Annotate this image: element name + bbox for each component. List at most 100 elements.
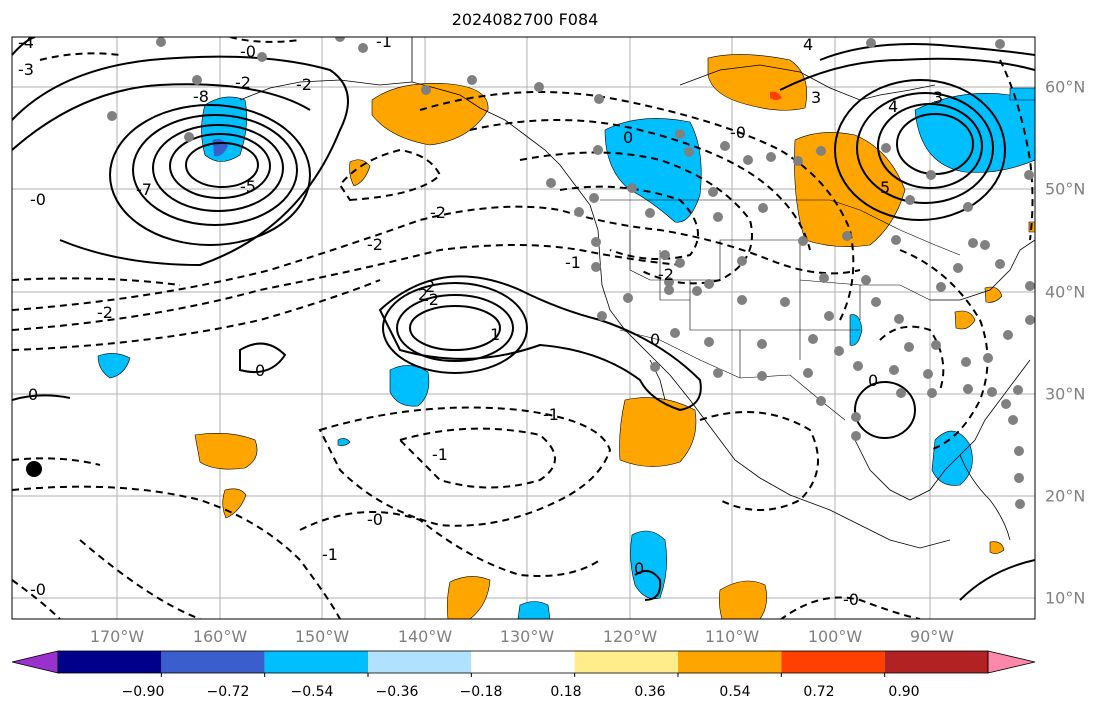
shade-blue-west [97, 353, 131, 379]
svg-text:-2: -2 [423, 290, 439, 309]
colorbar-box [781, 651, 885, 673]
colorbar-box [678, 651, 782, 673]
shade-orange-small-1 [222, 488, 247, 519]
lat-label: 20°N [1045, 486, 1086, 506]
lon-label: 120°W [602, 627, 658, 646]
lon-label: 90°W [909, 627, 955, 646]
lat-label: 30°N [1045, 384, 1086, 404]
shade-orange-nw-canada [707, 54, 807, 111]
dashed-contours [12, 37, 1034, 619]
colorbar-tick-label: 0.90 [888, 684, 920, 700]
shade-blue-gulf [931, 430, 973, 486]
lat-label: 40°N [1045, 282, 1086, 302]
lon-label: 110°W [704, 627, 760, 646]
svg-text:-1: -1 [432, 445, 448, 464]
colorbar-box [368, 651, 472, 673]
svg-text:-1: -1 [543, 405, 559, 424]
colorbar-tick-label: −0.72 [206, 684, 250, 700]
lon-label: 100°W [807, 627, 863, 646]
lon-label: 170°W [89, 627, 145, 646]
svg-text:-7: -7 [136, 180, 152, 199]
lon-label: 160°W [192, 627, 248, 646]
coastlines [239, 37, 1035, 549]
svg-text:1: 1 [490, 325, 500, 344]
shade-orange-small-5 [989, 541, 1005, 554]
shade-orange-south-1 [447, 576, 491, 619]
svg-text:3: 3 [933, 88, 943, 107]
colorbar-tick-label: −0.54 [290, 684, 334, 700]
colorbar-tick-label: 0.72 [803, 684, 835, 700]
lat-label: 60°N [1045, 77, 1086, 97]
svg-text:-0: -0 [30, 580, 46, 599]
svg-text:4: 4 [888, 97, 898, 116]
shade-orange-small-3 [984, 286, 1003, 303]
lon-label: 140°W [397, 627, 453, 646]
lon-label: 150°W [294, 627, 350, 646]
svg-text:0: 0 [634, 559, 644, 578]
colorbar-box [58, 651, 162, 673]
svg-text:-2: -2 [235, 73, 251, 92]
svg-text:-1: -1 [376, 32, 392, 51]
svg-text:-1: -1 [322, 545, 338, 564]
colorbar-arrow-low [11, 650, 59, 674]
shade-orange-gulf-alaska [371, 83, 489, 146]
colorbar [11, 650, 1036, 677]
lat-label: 10°N [1045, 588, 1086, 608]
colorbar-tick-label: −0.18 [459, 684, 503, 700]
svg-text:-8: -8 [193, 87, 209, 106]
svg-text:0: 0 [28, 385, 38, 404]
colorbar-arrow-high [987, 650, 1036, 674]
colorbar-tick-label: 0.18 [550, 684, 582, 700]
colorbar-box [884, 651, 988, 673]
svg-text:2: 2 [418, 285, 428, 304]
map-area: -0 -1 -2 -2 -2 -2 -2 -2 -2 -3 -4 -5 -7 -… [12, 32, 1035, 619]
svg-text:-0: -0 [240, 42, 256, 61]
shaded-anomalies [97, 54, 1035, 619]
colorbar-box [161, 651, 265, 673]
colorbar-tick-label: −0.90 [121, 684, 165, 700]
colorbar-tick-label: 0.54 [719, 684, 751, 700]
svg-text:-5: -5 [240, 177, 256, 196]
borders [600, 199, 961, 421]
shade-orange-south-2 [719, 580, 767, 619]
svg-text:-1: -1 [565, 253, 581, 272]
colorbar-outline [57, 650, 989, 674]
svg-text:-2: -2 [430, 203, 446, 222]
shade-blue-south [630, 530, 667, 599]
colorbar-tick-label: −0.36 [375, 684, 419, 700]
svg-text:4: 4 [803, 35, 813, 54]
station-dots [107, 37, 1035, 509]
marker-dot [26, 461, 42, 477]
shade-orange-small-2 [349, 159, 371, 187]
svg-text:0: 0 [623, 128, 633, 147]
shade-blue-pacific [389, 365, 430, 407]
svg-text:0: 0 [868, 371, 878, 390]
svg-text:-0: -0 [843, 590, 859, 609]
gridlines [12, 37, 1035, 619]
svg-text:0: 0 [650, 330, 660, 349]
contour-labels: -0 -1 -2 -2 -2 -2 -2 -2 -2 -3 -4 -5 -7 -… [18, 32, 943, 609]
colorbar-tick-label: 0.36 [634, 684, 666, 700]
map-title: 2024082700 F084 [451, 10, 599, 29]
svg-text:-0: -0 [30, 190, 46, 209]
lat-label: 50°N [1045, 179, 1086, 199]
colorbar-box [264, 651, 368, 673]
svg-text:-2: -2 [658, 265, 674, 284]
shade-orange-mexico-pacific [619, 397, 697, 467]
svg-text:-2: -2 [367, 235, 383, 254]
svg-text:5: 5 [880, 178, 890, 197]
shade-orange-hawaii [194, 433, 258, 470]
svg-text:-4: -4 [18, 33, 34, 52]
colorbar-box [574, 651, 678, 673]
svg-text:-2: -2 [296, 75, 312, 94]
colorbar-box [471, 651, 575, 673]
svg-text:2: 2 [425, 277, 435, 296]
svg-text:3: 3 [811, 88, 821, 107]
svg-text:-0: -0 [367, 510, 383, 529]
solid-contours [12, 37, 1035, 601]
shade-orange-small-4 [954, 310, 976, 330]
svg-text:-3: -3 [18, 60, 34, 79]
svg-text:-2: -2 [97, 303, 113, 322]
svg-text:0: 0 [255, 361, 265, 380]
